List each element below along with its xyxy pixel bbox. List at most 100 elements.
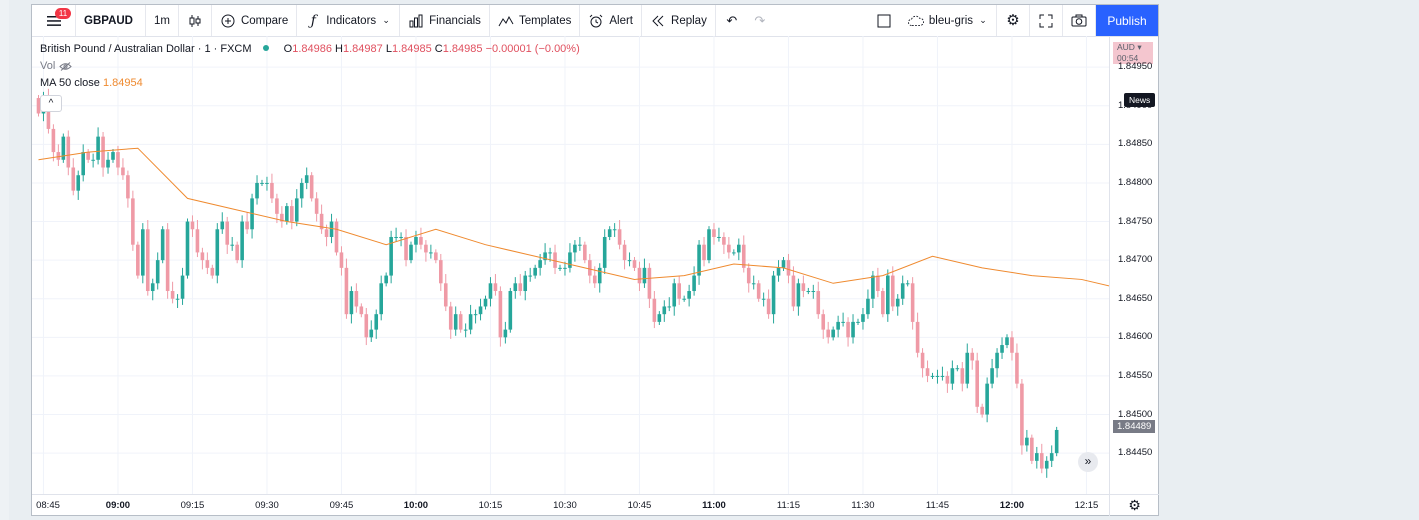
candle xyxy=(945,371,950,393)
candle xyxy=(304,167,309,190)
interval-button[interactable]: 1m xyxy=(146,5,179,36)
replay-button[interactable]: Replay xyxy=(642,5,716,36)
legend-row-ma: MA 50 close 1.84954 xyxy=(40,75,580,92)
candle xyxy=(150,278,155,301)
undo-icon: ↶ xyxy=(726,13,738,28)
fullscreen-button[interactable] xyxy=(1030,5,1063,36)
candle xyxy=(195,220,200,258)
candle xyxy=(1030,434,1034,464)
candle xyxy=(290,199,294,230)
candle xyxy=(1005,334,1009,349)
time-label: 10:15 xyxy=(478,500,503,511)
eye-hidden-icon[interactable] xyxy=(58,61,72,71)
currency-box[interactable]: AUD ▾ 00:54 xyxy=(1113,42,1153,64)
function-icon: ƒ xyxy=(310,12,316,29)
symbol-search-button[interactable]: GBPAUD xyxy=(76,5,146,36)
candle-body xyxy=(1000,345,1004,353)
candle-body xyxy=(1030,437,1034,461)
candle xyxy=(995,348,999,378)
candle-body xyxy=(448,306,453,330)
candle-body xyxy=(61,136,66,160)
candle-body xyxy=(195,229,200,253)
candle xyxy=(1025,429,1029,452)
snapshot-button[interactable] xyxy=(1063,5,1096,36)
candle-body xyxy=(304,175,309,183)
chart-type-button[interactable] xyxy=(179,5,212,36)
undo-button[interactable]: ↶ xyxy=(716,5,748,36)
candle xyxy=(573,240,577,262)
indicators-button[interactable]: ƒ Indicators ⌄ xyxy=(297,5,401,36)
fullscreen-toggle-button[interactable] xyxy=(868,5,900,36)
candle-body xyxy=(866,298,870,315)
compare-button[interactable]: Compare xyxy=(212,5,298,36)
collapse-legend-button[interactable]: ^ xyxy=(40,95,62,112)
bar-chart-icon xyxy=(408,13,424,29)
candle xyxy=(826,321,830,344)
scroll-to-realtime-button[interactable]: » xyxy=(1078,452,1098,472)
time-label: 12:15 xyxy=(1074,500,1099,511)
candle-body xyxy=(568,252,572,268)
candle-body xyxy=(806,291,811,293)
candle xyxy=(846,317,850,347)
candle xyxy=(751,275,756,290)
candle xyxy=(722,232,726,254)
candle xyxy=(727,236,731,259)
time-label: 11:00 xyxy=(702,500,726,511)
candle-body xyxy=(533,267,537,276)
time-label: 09:30 xyxy=(255,500,279,511)
theme-select[interactable]: bleu-gris ⌄ xyxy=(900,5,997,36)
publish-button[interactable]: Publish xyxy=(1096,5,1158,36)
candle xyxy=(900,275,905,305)
candle xyxy=(955,365,960,372)
candle-body xyxy=(220,221,225,230)
time-scale[interactable]: 08:45 09:00 09:15 09:30 09:45 10:00 10:15 10:30… xyxy=(32,494,1109,516)
time-label: 10:30 xyxy=(553,500,577,511)
price-label: 1.84450 xyxy=(1118,447,1153,459)
candle xyxy=(443,274,448,312)
candle xyxy=(717,227,721,242)
price-chart[interactable] xyxy=(32,36,1109,494)
chart-widget: 11 GBPAUD 1m Compare ƒ Indicators ⌄ xyxy=(31,4,1159,516)
candle-body xyxy=(1010,337,1014,353)
candle xyxy=(116,145,120,176)
candle xyxy=(145,220,150,296)
candle xyxy=(518,274,523,296)
price-scale[interactable]: AUD ▾ 00:54 1.849501.849001.848501.84800… xyxy=(1109,36,1159,494)
candle-body xyxy=(255,182,259,199)
time-label: 08:45 xyxy=(36,500,60,511)
scale-settings-button[interactable]: ⚙ xyxy=(1109,494,1159,516)
candle-body xyxy=(910,283,915,322)
menu-button[interactable]: 11 xyxy=(32,5,76,36)
settings-button[interactable]: ⚙ xyxy=(997,5,1030,36)
candle-body xyxy=(136,244,140,276)
candle xyxy=(389,230,393,284)
financials-button[interactable]: Financials xyxy=(400,5,490,36)
indicators-label: Indicators xyxy=(326,14,377,27)
candle xyxy=(175,294,180,308)
candle-body xyxy=(791,275,796,307)
candle-body xyxy=(86,152,90,160)
candle-body xyxy=(816,291,821,315)
candle xyxy=(890,266,895,312)
candle xyxy=(339,246,344,276)
price-label: 1.84550 xyxy=(1118,369,1153,381)
candle xyxy=(910,277,915,330)
alert-button[interactable]: Alert xyxy=(580,5,643,36)
candle xyxy=(851,314,855,344)
candle xyxy=(841,312,845,327)
candle-body xyxy=(990,368,994,384)
candle xyxy=(235,241,239,264)
candle xyxy=(468,304,473,335)
candle xyxy=(930,372,935,380)
candle-body xyxy=(741,244,746,268)
candle-body xyxy=(1015,352,1019,384)
candle-body xyxy=(617,229,622,245)
candle-body xyxy=(389,236,393,276)
candle xyxy=(379,275,383,321)
candle xyxy=(260,179,264,187)
candle-body xyxy=(419,236,423,245)
candle-body xyxy=(339,252,344,268)
redo-button[interactable]: ↷ xyxy=(748,5,772,36)
templates-button[interactable]: Templates xyxy=(490,5,581,36)
candle-body xyxy=(890,275,895,307)
